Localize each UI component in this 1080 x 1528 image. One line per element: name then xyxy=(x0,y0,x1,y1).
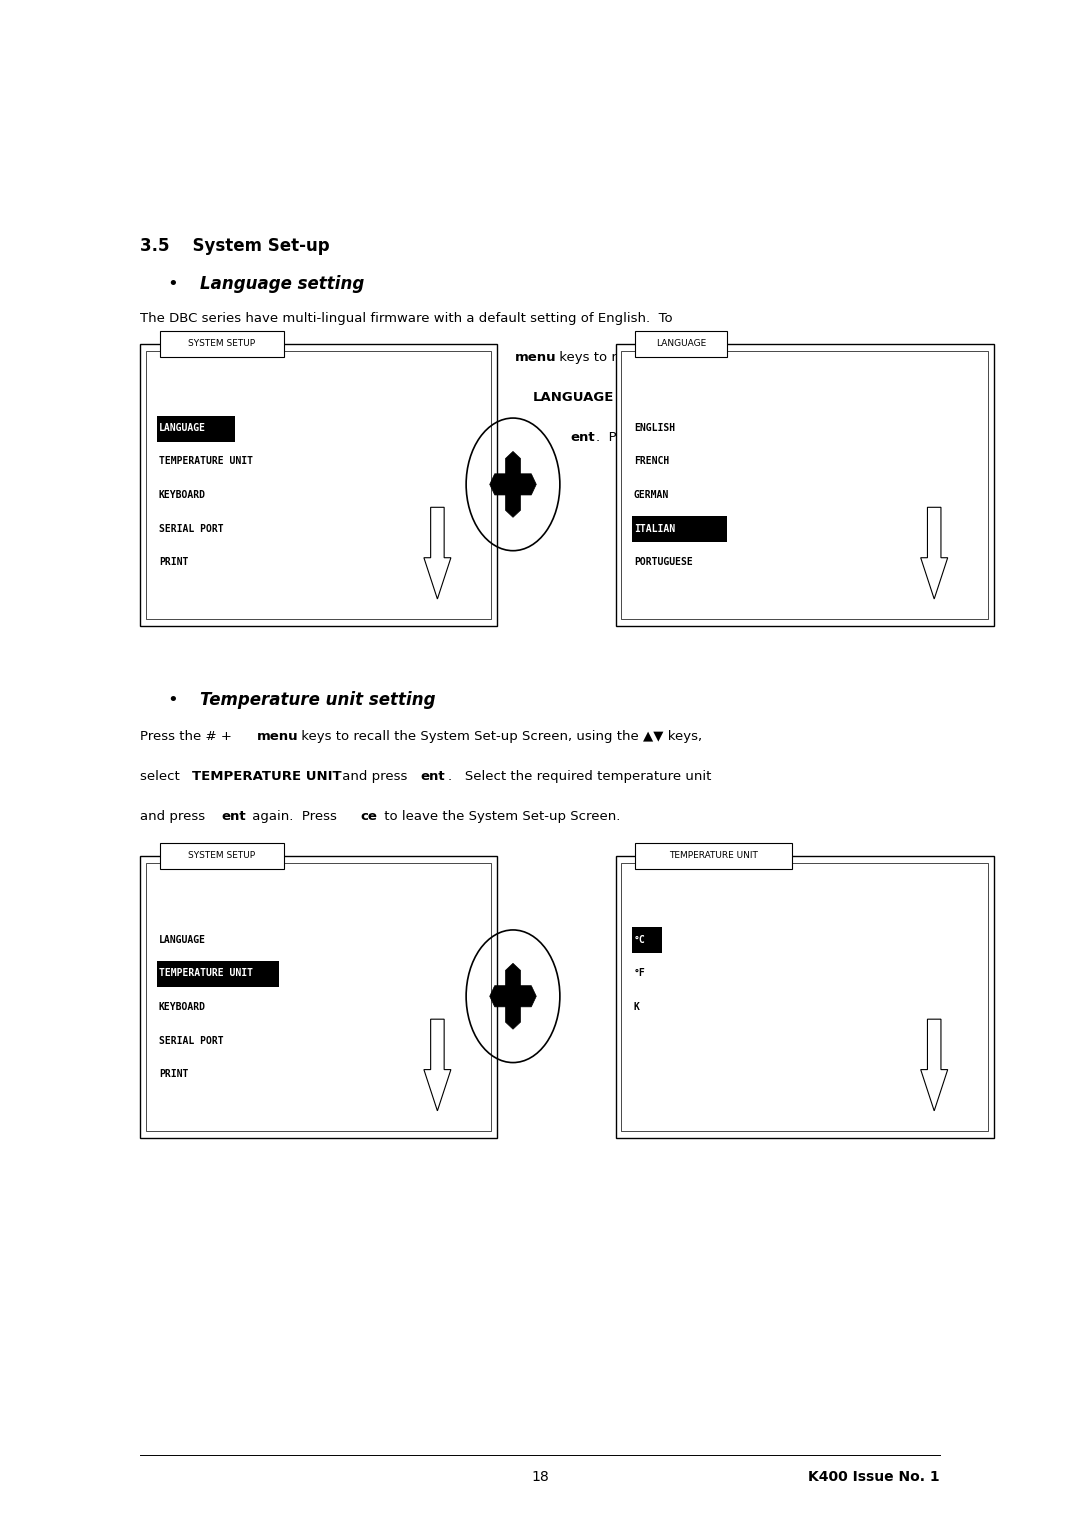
Polygon shape xyxy=(489,474,517,495)
Text: ce: ce xyxy=(666,431,684,445)
Text: ent: ent xyxy=(570,431,595,445)
Text: FRENCH: FRENCH xyxy=(634,457,670,466)
Bar xyxy=(140,344,497,626)
Text: TEMPERATURE UNIT: TEMPERATURE UNIT xyxy=(669,851,758,860)
Text: ent: ent xyxy=(420,770,445,784)
Text: menu: menu xyxy=(515,351,557,365)
Text: °F: °F xyxy=(634,969,646,978)
Text: and press: and press xyxy=(338,770,411,784)
Text: GERMAN: GERMAN xyxy=(634,490,670,500)
Text: menu: menu xyxy=(257,730,299,744)
Polygon shape xyxy=(489,986,517,1007)
Text: °C: °C xyxy=(634,935,646,944)
Text: 18: 18 xyxy=(531,1470,549,1484)
Polygon shape xyxy=(509,474,537,495)
Bar xyxy=(632,927,662,953)
Text: K: K xyxy=(634,1002,639,1012)
Text: .   Select the required temperature unit: . Select the required temperature unit xyxy=(448,770,712,784)
Text: SERIAL PORT: SERIAL PORT xyxy=(159,524,224,533)
Text: TEMPERATURE UNIT: TEMPERATURE UNIT xyxy=(159,969,253,978)
Text: 3.5    System Set-up: 3.5 System Set-up xyxy=(140,237,330,255)
Bar xyxy=(146,351,491,619)
Text: to leave the System Set-up Screen.: to leave the System Set-up Screen. xyxy=(380,810,621,824)
Bar xyxy=(632,516,727,542)
Bar xyxy=(140,856,497,1138)
Bar xyxy=(157,961,279,987)
Text: K400 Issue No. 1: K400 Issue No. 1 xyxy=(808,1470,940,1484)
Text: PORTUGUESE: PORTUGUESE xyxy=(634,558,692,567)
Bar xyxy=(621,863,988,1131)
Text: PRINT: PRINT xyxy=(159,558,188,567)
Polygon shape xyxy=(920,507,947,599)
Text: .  Press: . Press xyxy=(596,431,648,445)
Bar xyxy=(616,856,994,1138)
Text: ent: ent xyxy=(221,810,246,824)
Text: PRINT: PRINT xyxy=(159,1070,188,1079)
Polygon shape xyxy=(920,1019,947,1111)
Text: keys to recall the System Set-up Screen, using the ▲▼ keys,: keys to recall the System Set-up Screen,… xyxy=(297,730,702,744)
Text: Press the # +: Press the # + xyxy=(140,730,237,744)
Polygon shape xyxy=(424,507,451,599)
Bar xyxy=(635,332,727,358)
Polygon shape xyxy=(505,990,521,1030)
Bar xyxy=(160,843,284,868)
Text: LANGUAGE: LANGUAGE xyxy=(159,423,206,432)
Bar xyxy=(635,843,792,868)
Text: TEMPERATURE UNIT: TEMPERATURE UNIT xyxy=(159,457,253,466)
Polygon shape xyxy=(424,1019,451,1111)
Text: •: • xyxy=(167,275,178,293)
Text: ce: ce xyxy=(361,810,378,824)
Bar xyxy=(160,332,284,358)
Text: LANGUAGE: LANGUAGE xyxy=(656,339,706,348)
Bar xyxy=(621,351,988,619)
Polygon shape xyxy=(505,963,521,1002)
Text: ENGLISH: ENGLISH xyxy=(634,423,675,432)
Text: TEMPERATURE UNIT: TEMPERATURE UNIT xyxy=(192,770,342,784)
Text: KEYBOARD: KEYBOARD xyxy=(159,1002,206,1012)
Text: KEYBOARD: KEYBOARD xyxy=(159,490,206,500)
Text: LANGUAGE: LANGUAGE xyxy=(532,391,613,405)
Text: to return to the: to return to the xyxy=(686,431,793,445)
Bar xyxy=(616,344,994,626)
Text: Language setting: Language setting xyxy=(200,275,364,293)
Bar xyxy=(157,416,235,442)
Text: Working Screen.: Working Screen. xyxy=(140,471,249,484)
Text: keys to recall the System Set-up: keys to recall the System Set-up xyxy=(555,351,775,365)
Text: ITALIAN: ITALIAN xyxy=(634,524,675,533)
Bar xyxy=(146,863,491,1131)
Text: select a different language, press the # +: select a different language, press the #… xyxy=(140,351,426,365)
Text: The DBC series have multi-lingual firmware with a default setting of English.  T: The DBC series have multi-lingual firmwa… xyxy=(140,312,673,325)
Text: LANGUAGE: LANGUAGE xyxy=(159,935,206,944)
Text: and press: and press xyxy=(140,810,210,824)
Text: select: select xyxy=(140,770,185,784)
Text: SYSTEM SETUP: SYSTEM SETUP xyxy=(188,851,256,860)
Text: Screen.  Using the ▲▼ keys select the required: Screen. Using the ▲▼ keys select the req… xyxy=(140,391,457,405)
Text: SERIAL PORT: SERIAL PORT xyxy=(159,1036,224,1045)
Text: again.  Press: again. Press xyxy=(248,810,341,824)
Polygon shape xyxy=(505,451,521,490)
Text: Temperature unit setting: Temperature unit setting xyxy=(200,691,435,709)
Polygon shape xyxy=(509,986,537,1007)
Text: German, Italian, Portuguese or Spanish) and press: German, Italian, Portuguese or Spanish) … xyxy=(140,431,481,445)
Polygon shape xyxy=(505,478,521,518)
Text: •: • xyxy=(167,691,178,709)
Text: SYSTEM SETUP: SYSTEM SETUP xyxy=(188,339,256,348)
Text: (English, French,: (English, French, xyxy=(617,391,731,405)
